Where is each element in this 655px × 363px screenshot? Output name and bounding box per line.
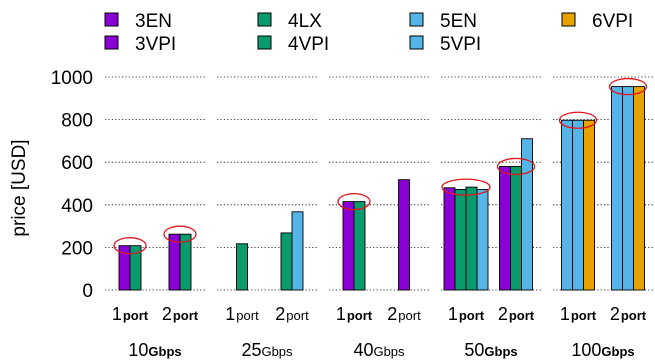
bar-40gbps-1port-3vpi [342, 201, 355, 291]
y-tick-label-600: 600 [61, 153, 93, 174]
port-label-50gbps-1: 1port [448, 304, 485, 324]
bar-50gbps-1port-5en [476, 189, 489, 291]
bar-100gbps-2port-5vpi [622, 86, 634, 291]
legend-swatch-5vpi [409, 35, 424, 50]
highlight-40gbps-1port [337, 192, 371, 211]
legend-label-6vpi: 6VPI [592, 11, 633, 32]
bar-40gbps-1port-4vpi [353, 201, 366, 291]
port-label-50gbps-2: 2port [498, 304, 535, 324]
legend-swatch-3en [104, 12, 119, 27]
bar-25gbps-2port-4lx [280, 232, 293, 291]
bar-100gbps-1port-5vpi [572, 119, 584, 291]
bar-100gbps-1port-6vpi [583, 119, 595, 291]
highlight-10gbps-1port [113, 237, 147, 255]
bar-50gbps-2port-3vpi [499, 166, 511, 291]
legend-swatch-4lx [257, 12, 272, 27]
port-label-10gbps-2: 2port [162, 304, 199, 324]
legend-entry-3vpi: 3VPI [104, 34, 176, 55]
legend-swatch-6vpi [561, 12, 576, 27]
y-tick-label-400: 400 [61, 196, 93, 217]
bar-100gbps-2port-5en [611, 86, 623, 291]
speed-label-25gbps: 25Gbps [241, 340, 293, 360]
bar-50gbps-1port-4lx [454, 189, 467, 291]
port-label-25gbps-1: 1port [225, 304, 259, 324]
legend-label-5en: 5EN [440, 11, 477, 32]
highlight-50gbps-1port [441, 178, 491, 196]
port-label-100gbps-1: 1port [560, 304, 597, 324]
bar-10gbps-2port-4lx [179, 233, 192, 291]
legend-swatch-3vpi [104, 35, 119, 50]
highlight-50gbps-2port [496, 157, 536, 176]
bar-25gbps-2port-5en [291, 211, 304, 291]
legend-label-5vpi: 5VPI [440, 34, 481, 55]
legend-swatch-4vpi [257, 35, 272, 50]
y-tick-label-1000: 1000 [51, 68, 93, 89]
x-axis-labels: 1port 2port 10Gbps 1port 2port 25Gbps 1port 2po… [112, 304, 647, 360]
bar-25gbps-1port-4lx [236, 243, 248, 291]
legend-swatch-5en [409, 12, 424, 27]
bar-10gbps-1port-4lx [129, 245, 142, 291]
y-axis-label: price [USD] [9, 139, 30, 236]
y-tick-label-200: 200 [61, 238, 93, 259]
speed-label-10gbps: 10Gbps [128, 340, 181, 360]
port-label-40gbps-2: 2port [387, 304, 421, 324]
legend-label-4lx: 4LX [288, 11, 322, 32]
port-label-10gbps-1: 1port [112, 304, 149, 324]
legend-entry-5vpi: 5VPI [409, 34, 481, 55]
legend-entry-5en: 5EN [409, 11, 477, 32]
highlight-100gbps-2port [608, 77, 648, 96]
highlight-10gbps-2port [163, 225, 197, 243]
bar-50gbps-2port-4vpi [510, 166, 522, 291]
y-axis: price [USD] 0 200 400 600 800 1000 [9, 68, 93, 302]
legend-label-3en: 3EN [135, 11, 172, 32]
port-label-25gbps-2: 2port [275, 304, 309, 324]
speed-label-100gbps: 100Gbps [571, 340, 634, 360]
bar-100gbps-2port-6vpi [633, 86, 645, 291]
bar-50gbps-1port-4vpi [465, 186, 478, 291]
bar-50gbps-2port-5en [521, 138, 533, 291]
port-label-100gbps-2: 2port [610, 304, 647, 324]
y-tick-label-0: 0 [82, 281, 93, 302]
port-label-40gbps-1: 1port [336, 304, 373, 324]
bars [118, 86, 645, 291]
speed-label-40gbps: 40Gbps [353, 340, 405, 360]
legend-entry-6vpi: 6VPI [561, 11, 633, 32]
legend-entry-3en: 3EN [104, 11, 172, 32]
legend-label-4vpi: 4VPI [288, 34, 329, 55]
legend-entry-4lx: 4LX [257, 11, 322, 32]
speed-label-50gbps: 50Gbps [464, 340, 517, 360]
legend-label-3vpi: 3VPI [135, 34, 176, 55]
bar-50gbps-1port-3vpi [443, 187, 456, 291]
legend-entry-4vpi: 4VPI [257, 34, 329, 55]
highlight-ellipses [113, 77, 648, 255]
highlight-100gbps-1port [558, 111, 598, 129]
bar-40gbps-2port-3vpi [398, 179, 410, 291]
bar-100gbps-1port-5en [561, 119, 573, 291]
y-tick-label-800: 800 [61, 111, 93, 132]
